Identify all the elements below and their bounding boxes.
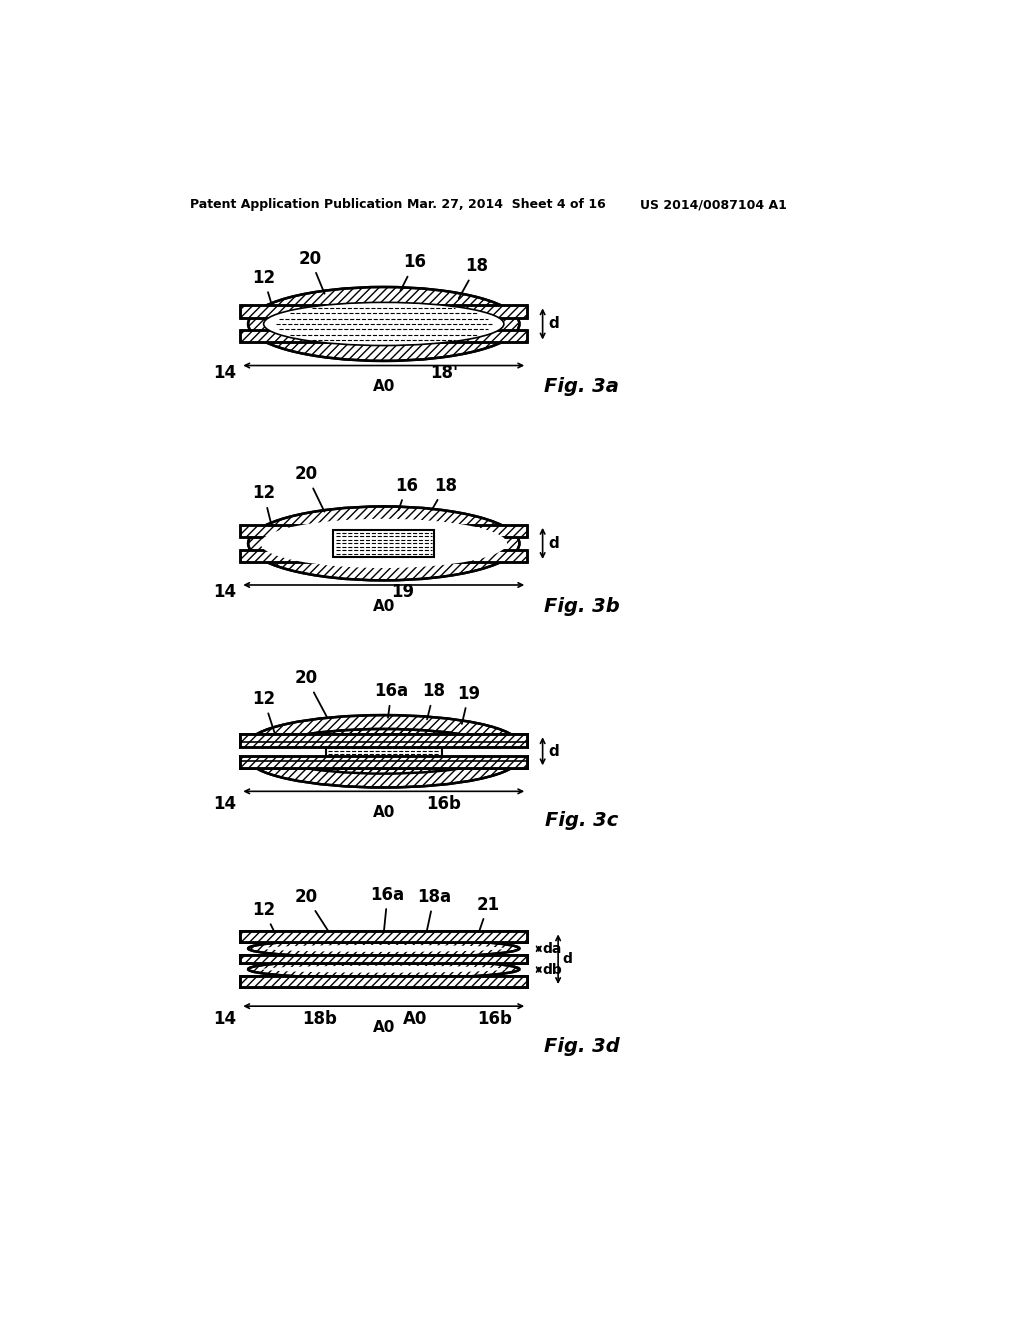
Bar [241, 932, 527, 942]
Bar [241, 977, 527, 987]
Bar [241, 756, 527, 768]
Bar [252, 743, 515, 760]
Ellipse shape [248, 286, 519, 360]
Bar [241, 305, 527, 318]
Text: db: db [543, 962, 562, 977]
Bar [241, 932, 527, 942]
Text: 20: 20 [295, 669, 327, 717]
Text: 14: 14 [213, 795, 237, 813]
Bar [241, 756, 527, 768]
Text: 19: 19 [391, 583, 415, 602]
Bar [241, 747, 527, 751]
Bar [241, 525, 527, 537]
Text: 16b: 16b [426, 795, 461, 813]
Text: Fig. 3d: Fig. 3d [544, 1038, 620, 1056]
Text: 16b: 16b [477, 1010, 512, 1028]
Bar [241, 977, 527, 987]
Bar [241, 330, 527, 342]
Text: d: d [549, 536, 559, 550]
Bar [241, 330, 527, 342]
Text: 12: 12 [252, 902, 275, 935]
Bar [241, 734, 527, 747]
Bar [241, 734, 527, 747]
Text: d: d [549, 743, 559, 759]
Text: 20: 20 [295, 888, 330, 933]
Bar [241, 977, 527, 987]
Bar [241, 956, 527, 964]
Bar [241, 932, 527, 942]
Text: da: da [543, 941, 562, 956]
Text: Mar. 27, 2014  Sheet 4 of 16: Mar. 27, 2014 Sheet 4 of 16 [407, 198, 606, 211]
Ellipse shape [262, 966, 506, 973]
Text: 18a: 18a [417, 888, 452, 931]
Ellipse shape [262, 945, 506, 952]
Text: Fig. 3a: Fig. 3a [544, 378, 618, 396]
Text: d: d [549, 317, 559, 331]
Text: 20: 20 [299, 249, 325, 293]
Text: 16a: 16a [375, 682, 409, 718]
Ellipse shape [248, 960, 519, 978]
Bar [241, 956, 527, 964]
Text: 12: 12 [252, 484, 275, 532]
Text: 12: 12 [252, 269, 275, 314]
Text: A0: A0 [373, 1020, 395, 1035]
Ellipse shape [263, 302, 504, 346]
Bar [326, 743, 442, 760]
Bar [241, 956, 527, 964]
Text: US 2014/0087104 A1: US 2014/0087104 A1 [640, 198, 786, 211]
Text: 14: 14 [213, 364, 237, 381]
Text: 16: 16 [400, 253, 426, 290]
Text: 18b: 18b [302, 1010, 337, 1028]
Bar [334, 529, 434, 557]
Bar [241, 734, 527, 747]
Bar [241, 305, 527, 318]
Text: Fig. 3c: Fig. 3c [545, 810, 618, 830]
Bar [241, 751, 527, 756]
Text: A0: A0 [402, 1010, 427, 1028]
Text: 14: 14 [213, 583, 237, 602]
Text: 16: 16 [395, 477, 419, 510]
Ellipse shape [248, 715, 519, 774]
Bar [241, 549, 527, 562]
Text: 19: 19 [458, 685, 480, 723]
Bar [241, 525, 527, 537]
Text: d: d [562, 952, 571, 966]
Bar [241, 756, 527, 768]
Text: 20: 20 [295, 465, 325, 512]
Ellipse shape [248, 507, 519, 581]
Text: A0: A0 [373, 379, 395, 395]
Ellipse shape [260, 519, 507, 568]
Text: 21: 21 [477, 895, 500, 936]
Bar [241, 932, 527, 942]
Text: Patent Application Publication: Patent Application Publication [190, 198, 402, 211]
Bar [241, 756, 527, 768]
Bar [241, 549, 527, 562]
Bar [241, 956, 527, 964]
Text: A0: A0 [373, 805, 395, 820]
Text: A0: A0 [373, 599, 395, 614]
Text: 18: 18 [432, 477, 458, 511]
Text: 14: 14 [213, 1010, 237, 1028]
Text: 12: 12 [252, 690, 275, 737]
Text: 16a: 16a [371, 886, 404, 931]
Text: 18: 18 [459, 257, 488, 298]
Text: 18: 18 [423, 682, 445, 719]
Ellipse shape [248, 729, 519, 788]
Ellipse shape [248, 939, 519, 958]
Bar [241, 734, 527, 747]
Bar [241, 977, 527, 987]
Text: Fig. 3b: Fig. 3b [544, 597, 620, 616]
Text: 18': 18' [430, 364, 459, 381]
